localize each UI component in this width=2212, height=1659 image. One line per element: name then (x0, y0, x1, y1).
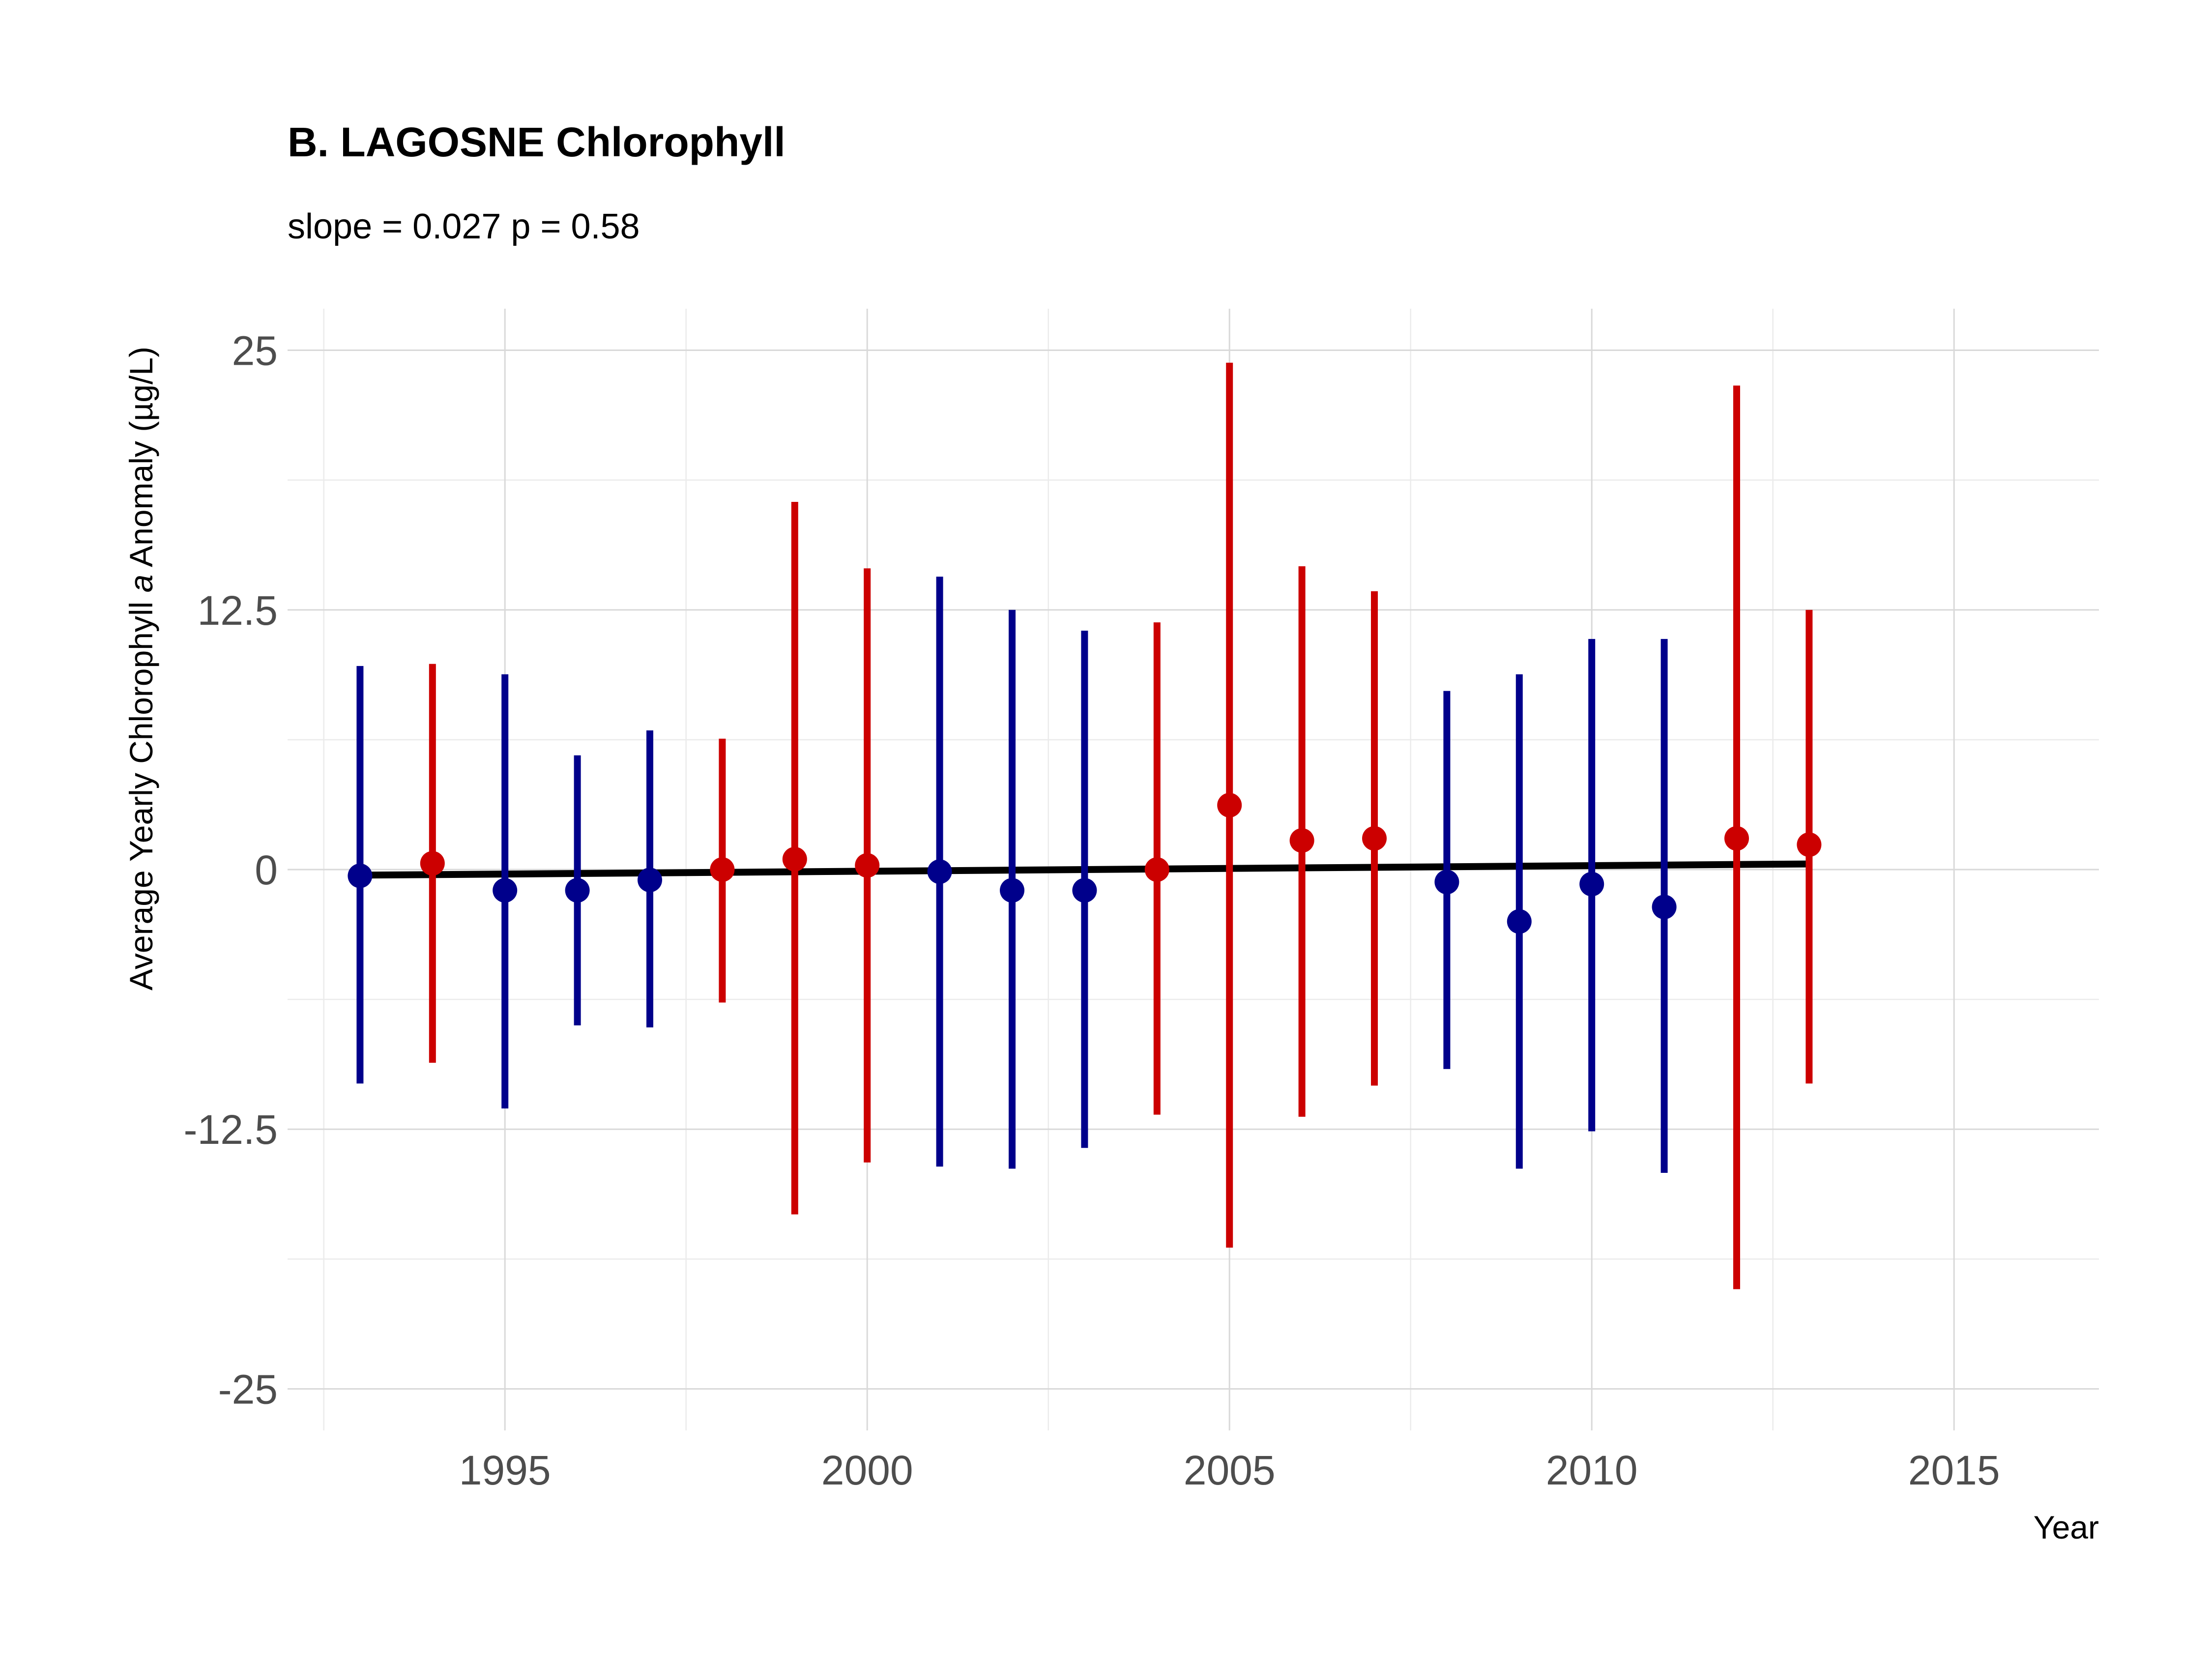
x-tick-label: 2000 (821, 1447, 913, 1493)
data-point (927, 859, 952, 884)
data-point (1652, 895, 1677, 920)
data-point (710, 857, 735, 882)
data-point (1579, 872, 1604, 897)
data-point (1507, 909, 1532, 934)
x-tick-label: 2015 (1908, 1447, 2000, 1493)
y-tick-label: -25 (218, 1366, 278, 1412)
x-tick-label: 2005 (1184, 1447, 1276, 1493)
data-point (638, 868, 662, 893)
y-tick-labels: 25 12.5 0 -12.5 -25 (184, 328, 278, 1413)
data-point (1362, 826, 1387, 851)
y-tick-label: -12.5 (184, 1106, 278, 1153)
data-point (1144, 857, 1169, 882)
y-tick-label: 0 (255, 847, 278, 893)
y-tick-label: 12.5 (198, 587, 278, 634)
data-point (1072, 878, 1097, 903)
data-point (855, 853, 880, 878)
data-point (1724, 826, 1749, 851)
chart-title: B. LAGOSNE Chlorophyll (288, 119, 786, 165)
y-axis-label-italic-a: a (123, 575, 159, 593)
y-axis-label: Average Yearly Chlorophyll a Anomaly (µg… (123, 347, 159, 990)
data-point (782, 846, 807, 872)
x-tick-label: 1995 (459, 1447, 551, 1493)
x-tick-labels: 1995 2000 2005 2010 2015 (459, 1447, 2000, 1493)
data-points (348, 792, 1822, 934)
data-point (1797, 832, 1822, 857)
data-point (420, 851, 445, 876)
data-point (1000, 878, 1024, 903)
x-tick-label: 2010 (1546, 1447, 1638, 1493)
data-point (1217, 792, 1242, 817)
y-axis-label-part-2: Anomaly (µg/L) (123, 347, 159, 567)
y-axis-label-part-1: Average Yearly Chlorophyll (123, 592, 159, 990)
data-point (493, 878, 518, 903)
data-point (565, 878, 590, 903)
chart-subtitle: slope = 0.027 p = 0.58 (288, 207, 640, 246)
data-point (1434, 870, 1459, 895)
data-point (1289, 828, 1314, 853)
data-point (348, 863, 373, 888)
x-axis-label: Year (2034, 1509, 2099, 1545)
y-tick-label: 25 (232, 328, 278, 374)
